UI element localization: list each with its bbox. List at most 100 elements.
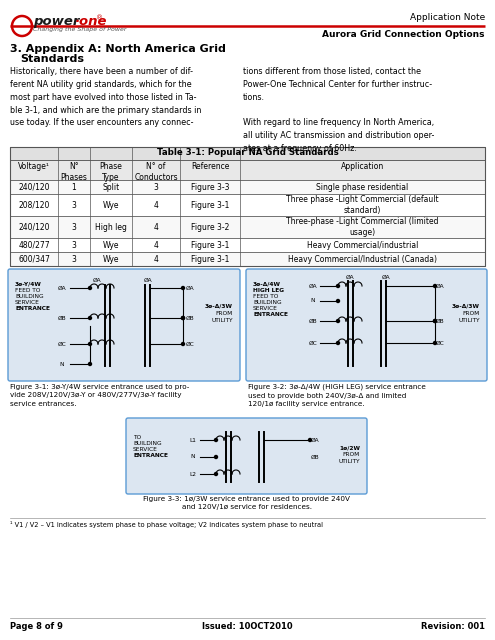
- Text: UTILITY: UTILITY: [458, 318, 480, 323]
- Text: BUILDING: BUILDING: [15, 294, 44, 299]
- Text: ØB: ØB: [309, 319, 317, 323]
- Text: Three-phase -Light Commercial (limited
usage): Three-phase -Light Commercial (limited u…: [286, 217, 439, 237]
- Text: Figure 3-2: 3ø-Δ/4W (HIGH LEG) service entrance
used to provide both 240V/3ø-Δ a: Figure 3-2: 3ø-Δ/4W (HIGH LEG) service e…: [248, 384, 426, 407]
- Circle shape: [182, 287, 185, 289]
- Text: Changing the Shape of Power: Changing the Shape of Power: [33, 27, 127, 32]
- Bar: [10, 180, 485, 194]
- Text: N°
Phases: N° Phases: [60, 162, 88, 182]
- Circle shape: [434, 319, 437, 323]
- Text: Figure 3-2: Figure 3-2: [191, 223, 229, 232]
- Text: ØA: ØA: [346, 275, 354, 280]
- Text: 3: 3: [72, 255, 76, 264]
- Text: Split: Split: [102, 182, 120, 191]
- Text: N: N: [60, 362, 64, 367]
- Circle shape: [214, 472, 217, 476]
- Text: Figure 3-1: Figure 3-1: [191, 200, 229, 209]
- Circle shape: [337, 300, 340, 303]
- Text: Standards: Standards: [20, 54, 84, 64]
- Text: ·one: ·one: [75, 15, 107, 28]
- Text: tions different from those listed, contact the
Power-One Technical Center for fu: tions different from those listed, conta…: [243, 67, 435, 153]
- Text: L1: L1: [190, 438, 197, 442]
- Text: ØA: ØA: [436, 284, 445, 289]
- Text: ENTRANCE: ENTRANCE: [253, 312, 288, 317]
- Text: Historically, there have been a number of dif-
ferent NA utility grid standards,: Historically, there have been a number o…: [10, 67, 201, 127]
- Text: ENTRANCE: ENTRANCE: [133, 453, 168, 458]
- Text: 4: 4: [153, 255, 158, 264]
- Text: TO: TO: [133, 435, 141, 440]
- Text: 3ø-Δ/3W: 3ø-Δ/3W: [452, 304, 480, 309]
- Text: 600/347: 600/347: [18, 255, 50, 264]
- Text: 1ø/2W: 1ø/2W: [339, 445, 360, 450]
- Text: SERVICE: SERVICE: [133, 447, 158, 452]
- Bar: [10, 147, 485, 160]
- Text: FEED TO: FEED TO: [253, 294, 278, 299]
- Text: ØA: ØA: [93, 278, 101, 282]
- FancyBboxPatch shape: [246, 269, 487, 381]
- Circle shape: [89, 342, 92, 346]
- Bar: [10, 252, 485, 266]
- Circle shape: [182, 317, 185, 319]
- Text: ØC: ØC: [308, 340, 317, 346]
- Circle shape: [337, 285, 340, 287]
- Circle shape: [337, 319, 340, 323]
- Text: ØA: ØA: [186, 285, 195, 291]
- Text: Heavy Commercial/industrial: Heavy Commercial/industrial: [307, 241, 418, 250]
- Text: Issued: 10OCT2010: Issued: 10OCT2010: [201, 622, 293, 631]
- Bar: [10, 238, 485, 252]
- Text: 240/120: 240/120: [18, 223, 50, 232]
- Text: 3ø-Δ/3W: 3ø-Δ/3W: [205, 304, 233, 309]
- Circle shape: [182, 342, 185, 346]
- Bar: [10, 194, 485, 216]
- Text: FROM: FROM: [343, 452, 360, 457]
- Circle shape: [434, 342, 437, 344]
- Text: UTILITY: UTILITY: [211, 318, 233, 323]
- Circle shape: [89, 362, 92, 365]
- Circle shape: [182, 317, 185, 319]
- Text: High leg: High leg: [95, 223, 127, 232]
- Text: 4: 4: [153, 241, 158, 250]
- Text: N° of
Conductors: N° of Conductors: [134, 162, 178, 182]
- Text: 3: 3: [72, 200, 76, 209]
- Text: L2: L2: [190, 472, 197, 477]
- Text: Wye: Wye: [103, 255, 119, 264]
- Text: Single phase residential: Single phase residential: [316, 182, 409, 191]
- Text: Page 8 of 9: Page 8 of 9: [10, 622, 63, 631]
- Circle shape: [89, 317, 92, 319]
- Text: Application Note: Application Note: [410, 13, 485, 22]
- Circle shape: [308, 438, 311, 442]
- Text: FEED TO: FEED TO: [15, 288, 41, 293]
- Text: ØC: ØC: [186, 342, 195, 346]
- Circle shape: [214, 456, 217, 458]
- Text: 3: 3: [153, 182, 158, 191]
- Text: ØB: ØB: [186, 316, 195, 321]
- Text: 240/120: 240/120: [18, 182, 50, 191]
- Text: 4: 4: [153, 223, 158, 232]
- Text: 208/120: 208/120: [18, 200, 50, 209]
- Text: Table 3-1: Popular NA Grid Standards: Table 3-1: Popular NA Grid Standards: [156, 148, 339, 157]
- Text: ØA: ØA: [382, 275, 391, 280]
- Text: 1: 1: [72, 182, 76, 191]
- Text: 3ø-Δ/4W: 3ø-Δ/4W: [253, 281, 281, 286]
- Text: Phase
Type: Phase Type: [99, 162, 122, 182]
- Text: HIGH LEG: HIGH LEG: [253, 288, 284, 293]
- Text: Three phase -Light Commercial (default
standard): Three phase -Light Commercial (default s…: [286, 195, 439, 215]
- Text: ØC: ØC: [57, 342, 66, 346]
- Text: Wye: Wye: [103, 241, 119, 250]
- Text: Aurora Grid Connection Options: Aurora Grid Connection Options: [323, 30, 485, 39]
- Text: ØA: ØA: [144, 278, 152, 282]
- Text: ØC: ØC: [436, 340, 445, 346]
- Text: ØA: ØA: [311, 438, 319, 442]
- Text: Figure 3-1: 3ø-Y/4W service entrance used to pro-
vide 208V/120V/3ø-Y or 480V/27: Figure 3-1: 3ø-Y/4W service entrance use…: [10, 384, 190, 406]
- Circle shape: [434, 285, 437, 287]
- Bar: [10, 147, 485, 266]
- Text: ØA: ØA: [309, 284, 317, 289]
- Text: ØB: ØB: [58, 316, 66, 321]
- Text: Heavy Commercial/Industrial (Canada): Heavy Commercial/Industrial (Canada): [288, 255, 437, 264]
- Text: 480/277: 480/277: [18, 241, 50, 250]
- Text: FROM: FROM: [463, 311, 480, 316]
- Text: 3ø-Y/4W: 3ø-Y/4W: [15, 281, 42, 286]
- Circle shape: [337, 342, 340, 344]
- Text: Reference: Reference: [191, 162, 229, 171]
- Text: Revision: 001: Revision: 001: [421, 622, 485, 631]
- Text: ØB: ØB: [436, 319, 445, 323]
